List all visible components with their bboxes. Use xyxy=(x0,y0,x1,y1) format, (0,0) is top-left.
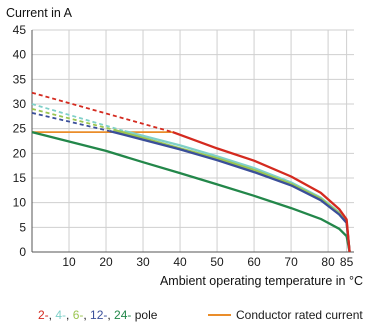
legend-pole-part: 2- xyxy=(38,308,49,322)
y-tick-label: 15 xyxy=(13,171,27,185)
series-4-dashed xyxy=(31,103,125,132)
y-tick-label: 35 xyxy=(13,72,27,86)
legend: 2-, 4-, 6-, 12-, 24- pole Conductor rate… xyxy=(38,308,363,322)
y-tick-label: 10 xyxy=(13,196,27,210)
y-tick-label: 25 xyxy=(13,122,27,136)
axes xyxy=(31,30,354,253)
series-6-line xyxy=(113,128,351,253)
legend-pole-part: 6- xyxy=(73,308,84,322)
legend-pole-part: , xyxy=(66,308,73,322)
y-axis-title: Current in A xyxy=(6,6,73,20)
y-tick-label: 40 xyxy=(13,48,27,62)
legend-pole-part: , xyxy=(49,308,56,322)
x-tick-label: 30 xyxy=(136,255,150,269)
x-tick-label: 40 xyxy=(173,255,187,269)
x-tick-label: 80 xyxy=(321,255,335,269)
legend-pole-part: 24- xyxy=(114,308,131,322)
legend-pole-part: 12- xyxy=(90,308,107,322)
x-tick-label: 85 xyxy=(340,255,354,269)
y-tick-label: 0 xyxy=(19,245,26,259)
x-tick-label: 60 xyxy=(247,255,261,269)
series-2-dashed xyxy=(31,91,173,133)
x-tick-label: 50 xyxy=(210,255,224,269)
x-tick-label: 70 xyxy=(284,255,298,269)
legend-pole-part: , xyxy=(107,308,114,322)
series-2-line xyxy=(172,131,351,253)
legend-pole-label: 2-, 4-, 6-, 12-, 24- pole xyxy=(38,308,158,322)
series-12-line xyxy=(109,129,351,253)
legend-pole-part: pole xyxy=(131,308,157,322)
x-tick-labels: 10 20 30 40 50 60 70 80 85 xyxy=(62,255,353,269)
y-tick-label: 5 xyxy=(19,220,26,234)
y-tick-label: 20 xyxy=(13,146,27,160)
y-tick-label: 30 xyxy=(13,97,27,111)
series-12-dashed xyxy=(31,112,110,132)
y-tick-labels: 0 5 10 15 20 25 30 35 40 45 xyxy=(13,23,27,259)
grid xyxy=(32,29,354,252)
series-lines xyxy=(31,91,351,253)
series-24-line xyxy=(31,130,351,253)
legend-rated-label: Conductor rated current xyxy=(236,308,363,322)
series-6-dashed xyxy=(31,108,114,131)
x-axis-title: Ambient operating temperature in °C xyxy=(160,274,363,288)
x-tick-label: 10 xyxy=(62,255,76,269)
x-tick-label: 20 xyxy=(99,255,113,269)
legend-pole-part: 4- xyxy=(55,308,66,322)
legend-pole-part: , xyxy=(83,308,90,322)
y-tick-label: 45 xyxy=(13,23,27,37)
